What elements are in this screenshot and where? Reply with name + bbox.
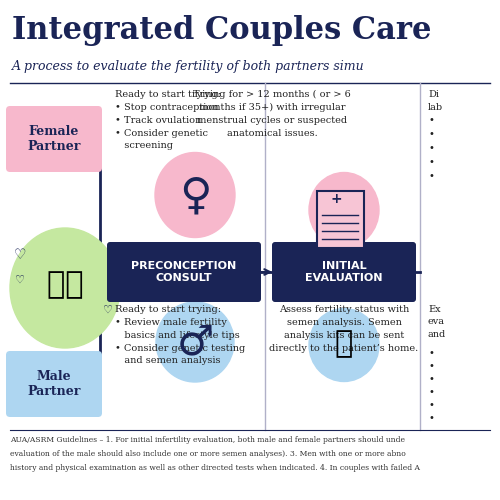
Text: Male
Partner: Male Partner bbox=[28, 370, 80, 398]
Text: Ready to start trying:
• Review male fertility
   basics and lifestyle tips
• Co: Ready to start trying: • Review male fer… bbox=[115, 305, 245, 366]
Text: A process to evaluate the fertility of both partners simu: A process to evaluate the fertility of b… bbox=[12, 60, 364, 73]
Text: •: • bbox=[428, 143, 434, 153]
Text: •: • bbox=[428, 157, 434, 167]
Text: history and physical examination as well as other directed tests when indicated.: history and physical examination as well… bbox=[10, 464, 420, 472]
Text: Female
Partner: Female Partner bbox=[28, 125, 80, 153]
Ellipse shape bbox=[309, 308, 379, 382]
Text: ♡: ♡ bbox=[14, 248, 26, 262]
Text: ♂: ♂ bbox=[176, 321, 214, 363]
Text: •: • bbox=[428, 374, 434, 384]
Text: AUA/ASRM Guidelines – 1. For initial infertility evaluation, both male and femal: AUA/ASRM Guidelines – 1. For initial inf… bbox=[10, 436, 405, 444]
Ellipse shape bbox=[156, 302, 234, 382]
Text: Ready to start trying:
• Stop contraception
• Track ovulation
• Consider genetic: Ready to start trying: • Stop contracept… bbox=[115, 90, 221, 150]
FancyBboxPatch shape bbox=[107, 242, 261, 302]
Text: +: + bbox=[330, 192, 342, 206]
Ellipse shape bbox=[309, 172, 379, 248]
Text: •: • bbox=[428, 115, 434, 125]
Text: ♡: ♡ bbox=[103, 305, 113, 315]
Text: Trying for > 12 months ( or > 6
months if 35+) with irregular
menstrual cycles o: Trying for > 12 months ( or > 6 months i… bbox=[193, 90, 351, 138]
Text: •: • bbox=[428, 348, 434, 358]
Text: Integrated Couples Care: Integrated Couples Care bbox=[12, 15, 432, 46]
Text: Di
lab: Di lab bbox=[428, 90, 443, 112]
Text: ♡: ♡ bbox=[15, 275, 25, 285]
FancyBboxPatch shape bbox=[6, 106, 102, 172]
Text: Assess fertility status with
semen analysis. Semen
analysis kits can be sent
dir: Assess fertility status with semen analy… bbox=[270, 305, 418, 352]
FancyBboxPatch shape bbox=[272, 242, 416, 302]
Text: Ex
eva
and: Ex eva and bbox=[428, 305, 446, 339]
FancyBboxPatch shape bbox=[6, 351, 102, 417]
Text: •: • bbox=[428, 361, 434, 371]
Text: •: • bbox=[428, 171, 434, 181]
Text: •: • bbox=[428, 400, 434, 410]
FancyBboxPatch shape bbox=[317, 191, 364, 248]
Text: PRECONCEPTION
CONSULT: PRECONCEPTION CONSULT bbox=[132, 261, 236, 283]
Text: 👨‍👩: 👨‍👩 bbox=[47, 270, 83, 300]
Text: ♀: ♀ bbox=[178, 174, 212, 218]
Text: •: • bbox=[428, 387, 434, 397]
Text: evaluation of the male should also include one or more semen analyses). 3. Men w: evaluation of the male should also inclu… bbox=[10, 450, 406, 458]
Text: INITIAL
EVALUATION: INITIAL EVALUATION bbox=[305, 261, 383, 283]
Text: •: • bbox=[428, 129, 434, 139]
Ellipse shape bbox=[155, 152, 235, 238]
Text: •: • bbox=[428, 413, 434, 423]
Text: 🧪: 🧪 bbox=[335, 330, 353, 358]
Ellipse shape bbox=[10, 228, 120, 348]
